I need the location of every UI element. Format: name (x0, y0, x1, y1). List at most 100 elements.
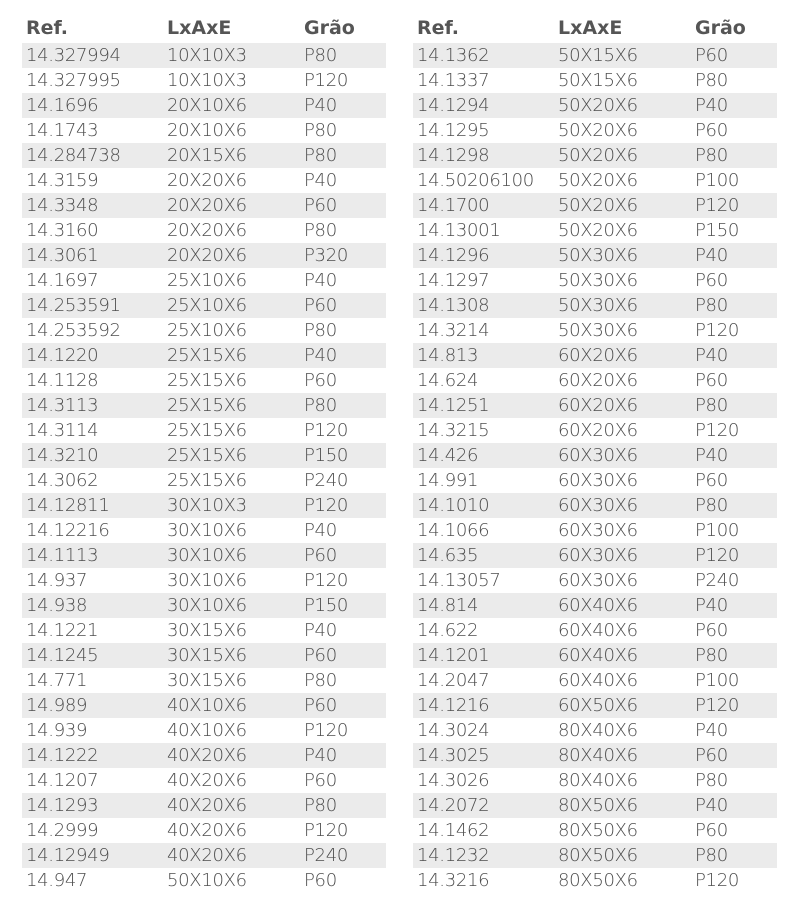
grit-cell: P120 (304, 495, 349, 516)
dimensions-cell: 50X30X6 (558, 295, 638, 316)
dimensions-cell: 25X15X6 (167, 420, 247, 441)
table-row: 14.253592 25X10X6 P80 (22, 318, 386, 343)
ref-cell: 14.1296 (417, 245, 490, 266)
dimensions-cell: 60X40X6 (558, 670, 638, 691)
product-table-right: Ref. LxAxE Grão 14.1362 50X15X6 P60 14.1337 50X… (413, 12, 777, 893)
ref-cell: 14.327994 (26, 45, 121, 66)
table-row: 14.939 40X10X6 P120 (22, 718, 386, 743)
grit-cell: P40 (304, 745, 337, 766)
dimensions-cell: 50X30X6 (558, 320, 638, 341)
ref-cell: 14.2047 (417, 670, 490, 691)
table-row: 14.1066 60X30X6 P100 (413, 518, 777, 543)
dimensions-cell: 50X20X6 (558, 170, 638, 191)
header-grit: Grão (304, 16, 355, 39)
table-row: 14.635 60X30X6 P120 (413, 543, 777, 568)
dimensions-cell: 40X10X6 (167, 720, 247, 741)
table-row: 14.814 60X40X6 P40 (413, 593, 777, 618)
dimensions-cell: 60X30X6 (558, 495, 638, 516)
dimensions-cell: 60X30X6 (558, 545, 638, 566)
grit-cell: P60 (695, 745, 728, 766)
table-row: 14.1207 40X20X6 P60 (22, 768, 386, 793)
table-row: 14.1251 60X20X6 P80 (413, 393, 777, 418)
grit-cell: P80 (695, 295, 728, 316)
dimensions-cell: 50X15X6 (558, 45, 638, 66)
ref-cell: 14.3159 (26, 170, 99, 191)
ref-cell: 14.1294 (417, 95, 490, 116)
dimensions-cell: 40X20X6 (167, 745, 247, 766)
dimensions-cell: 50X20X6 (558, 220, 638, 241)
grit-cell: P80 (695, 845, 728, 866)
table-row: 14.3215 60X20X6 P120 (413, 418, 777, 443)
ref-cell: 14.12949 (26, 845, 110, 866)
table-row: 14.622 60X40X6 P60 (413, 618, 777, 643)
ref-cell: 14.1232 (417, 845, 490, 866)
grit-cell: P60 (695, 45, 728, 66)
table-row: 14.3214 50X30X6 P120 (413, 318, 777, 343)
table-row: 14.938 30X10X6 P150 (22, 593, 386, 618)
table-row: 14.947 50X10X6 P60 (22, 868, 386, 893)
grit-cell: P60 (304, 870, 337, 891)
dimensions-cell: 80X40X6 (558, 770, 638, 791)
ref-cell: 14.771 (26, 670, 88, 691)
dimensions-cell: 50X30X6 (558, 270, 638, 291)
table-row: 14.1308 50X30X6 P80 (413, 293, 777, 318)
grit-cell: P60 (695, 820, 728, 841)
ref-cell: 14.1697 (26, 270, 99, 291)
ref-cell: 14.2072 (417, 795, 490, 816)
grit-cell: P120 (304, 420, 349, 441)
grit-cell: P60 (304, 695, 337, 716)
dimensions-cell: 60X30X6 (558, 470, 638, 491)
table-row: 14.1232 80X50X6 P80 (413, 843, 777, 868)
dimensions-cell: 30X10X3 (167, 495, 247, 516)
dimensions-cell: 25X15X6 (167, 395, 247, 416)
table-row: 14.1222 40X20X6 P40 (22, 743, 386, 768)
table-row: 14.1297 50X30X6 P60 (413, 268, 777, 293)
ref-cell: 14.1128 (26, 370, 99, 391)
table-row: 14.2999 40X20X6 P120 (22, 818, 386, 843)
ref-cell: 14.426 (417, 445, 479, 466)
dimensions-cell: 80X50X6 (558, 870, 638, 891)
table-row: 14.1296 50X30X6 P40 (413, 243, 777, 268)
grit-cell: P60 (695, 270, 728, 291)
grit-cell: P60 (304, 295, 337, 316)
dimensions-cell: 60X20X6 (558, 420, 638, 441)
table-row: 14.50206100 50X20X6 P100 (413, 168, 777, 193)
grit-cell: P60 (695, 470, 728, 491)
ref-cell: 14.253591 (26, 295, 121, 316)
ref-cell: 14.1066 (417, 520, 490, 541)
table-row: 14.1295 50X20X6 P60 (413, 118, 777, 143)
product-table-left: Ref. LxAxE Grão 14.327994 10X10X3 P80 14.32799… (22, 12, 386, 893)
dimensions-cell: 25X10X6 (167, 270, 247, 291)
grit-cell: P80 (695, 645, 728, 666)
ref-cell: 14.12216 (26, 520, 110, 541)
table-row: 14.327995 10X10X3 P120 (22, 68, 386, 93)
table-row: 14.3348 20X20X6 P60 (22, 193, 386, 218)
table-row: 14.1462 80X50X6 P60 (413, 818, 777, 843)
table-row: 14.3159 20X20X6 P40 (22, 168, 386, 193)
grit-cell: P40 (695, 245, 728, 266)
table-row: 14.624 60X20X6 P60 (413, 368, 777, 393)
ref-cell: 14.1221 (26, 620, 99, 641)
table-row: 14.813 60X20X6 P40 (413, 343, 777, 368)
ref-cell: 14.3215 (417, 420, 490, 441)
dimensions-cell: 20X15X6 (167, 145, 247, 166)
table-row: 14.3114 25X15X6 P120 (22, 418, 386, 443)
table-row: 14.284738 20X15X6 P80 (22, 143, 386, 168)
grit-cell: P40 (695, 445, 728, 466)
ref-cell: 14.1362 (417, 45, 490, 66)
ref-cell: 14.3210 (26, 445, 99, 466)
table-row: 14.327994 10X10X3 P80 (22, 43, 386, 68)
grit-cell: P60 (304, 770, 337, 791)
ref-cell: 14.1113 (26, 545, 99, 566)
grit-cell: P150 (304, 595, 349, 616)
dimensions-cell: 25X10X6 (167, 320, 247, 341)
dimensions-cell: 60X30X6 (558, 570, 638, 591)
grit-cell: P40 (695, 595, 728, 616)
dimensions-cell: 50X20X6 (558, 95, 638, 116)
table-row: 14.1696 20X10X6 P40 (22, 93, 386, 118)
table-row: 14.2072 80X50X6 P40 (413, 793, 777, 818)
grit-cell: P80 (304, 320, 337, 341)
header-dimensions: LxAxE (558, 16, 623, 39)
table-row: 14.1128 25X15X6 P60 (22, 368, 386, 393)
grit-cell: P120 (695, 695, 740, 716)
